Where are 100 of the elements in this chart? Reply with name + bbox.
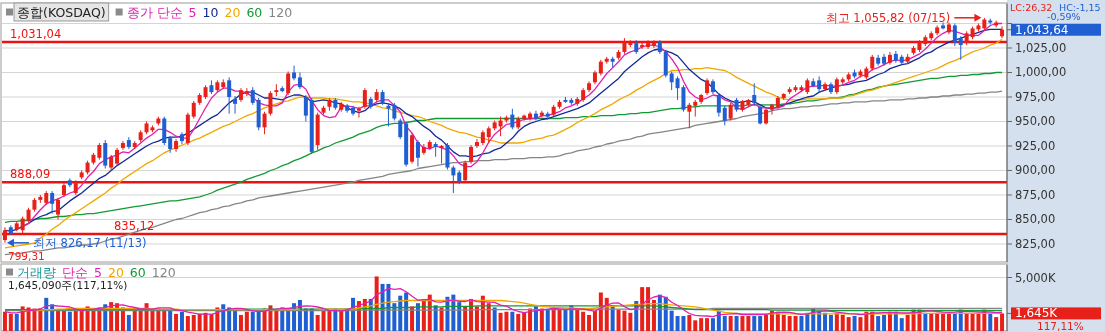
bar [840,314,845,331]
text: 120 [268,4,293,20]
bar [669,310,674,331]
legend-title: 종가 단순 [126,4,183,20]
candlestick [445,142,450,170]
legend-title: 단순 [62,264,88,280]
bar [699,318,704,331]
text: LC:26,32 [1010,1,1053,13]
bar [587,314,592,331]
bar [935,312,940,331]
bar [705,318,710,331]
bar [793,316,798,331]
candlestick [268,90,273,117]
candlestick [663,49,668,78]
bar [752,316,757,331]
bar [545,309,550,331]
bar [126,314,131,331]
bar [858,317,863,331]
candlestick [510,108,515,130]
bar [799,316,804,331]
candlestick [439,144,444,165]
bar [238,314,243,331]
candlestick [952,23,957,47]
text: 20 [224,4,241,20]
candlestick [687,102,692,129]
text: 5 [94,264,102,280]
candlestick [669,71,674,91]
candlestick [752,82,757,107]
bar [941,312,946,331]
bar [781,314,786,331]
bar [250,311,255,331]
bar [174,313,179,331]
bar [988,313,993,331]
annotation: 1,645,090주(117,11%) [8,279,128,291]
annotation: 799,31 [8,250,45,262]
y-tick-label: 950,00 [1015,114,1056,129]
candlestick [286,71,291,96]
candlestick [958,35,963,61]
candlestick [415,139,420,168]
bar [899,318,904,331]
bar [994,317,999,331]
chart-title: 거래량 [17,264,56,280]
candlestick [469,144,474,165]
candlestick [303,94,308,122]
bar [221,304,226,331]
text: 5 [188,4,197,20]
text: 120 [151,264,176,280]
bar [746,316,751,331]
bar [876,316,881,331]
bar [79,310,84,331]
bar [197,313,202,331]
text: 117,11% [1037,320,1084,332]
ref-line-label: 835,12 [114,218,155,233]
bar [687,314,692,331]
bar [764,314,769,331]
y-tick-label: 1,645K [1015,306,1059,321]
bar [722,316,727,331]
y-tick-label: 975,00 [1015,89,1056,104]
y-tick-label: 1,000,00 [1015,65,1067,80]
bar [339,310,344,331]
text: 60 [246,4,263,20]
bar [138,309,143,331]
y-tick-label: 850,00 [1015,212,1056,227]
annotation: 최저 826,17 (11/13) [32,235,147,250]
y-tick-label: 875,00 [1015,187,1056,202]
bar [828,314,833,331]
bar [244,311,249,331]
bar [8,313,13,331]
candlestick [474,138,479,149]
candlestick [398,118,403,140]
bar [758,316,763,331]
y-tick-label: 5,000K [1015,270,1056,285]
candlestick [533,110,538,122]
candlestick [386,103,391,127]
bar [315,314,320,331]
candlestick [539,110,544,119]
bar [510,311,515,331]
bar [628,312,633,331]
bar [852,316,857,331]
bar [952,312,957,331]
bar [14,313,19,331]
bar [592,310,597,331]
bar [286,310,291,331]
bar [67,311,72,331]
bar [162,309,167,331]
bar [929,313,934,331]
bar [492,307,497,331]
candlestick [292,65,297,81]
candlestick [451,165,456,194]
bar [734,316,739,331]
bar [905,314,910,331]
bar [2,311,7,331]
text: 20 [107,264,124,280]
bar [581,311,586,331]
candlestick [421,143,426,156]
bar [787,316,792,331]
bar [1000,313,1005,331]
bar [964,313,969,331]
candlestick [50,190,55,215]
bar [693,320,698,331]
